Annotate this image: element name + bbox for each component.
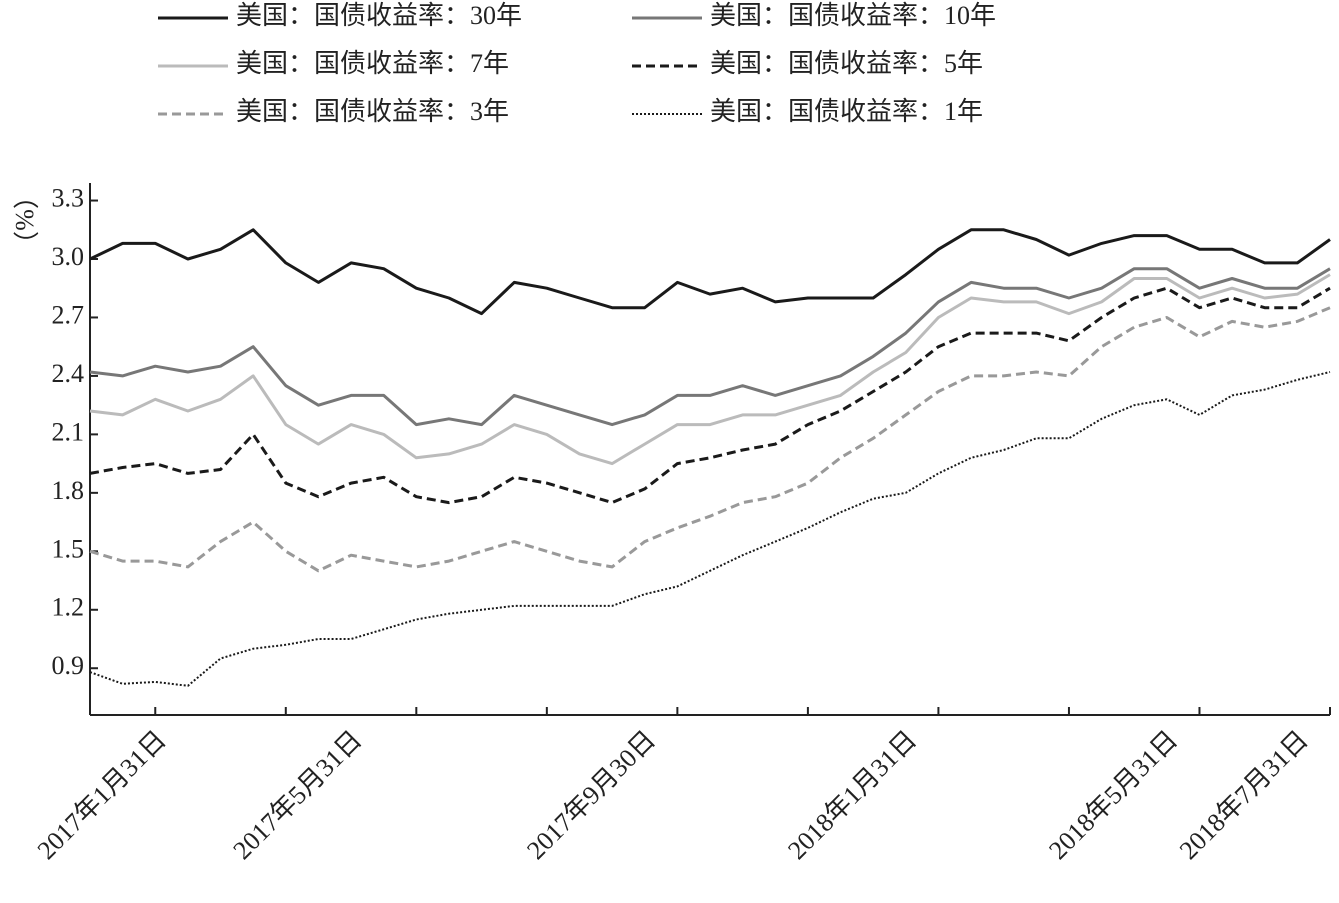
y-tick-label: 3.3 [52,184,85,213]
y-tick-label: 1.2 [52,593,85,622]
series-line [89,371,1331,687]
series-line [89,286,1331,505]
series-line [89,273,1331,466]
legend-label: 美国：国债收益率：5年 [710,49,983,78]
y-tick-label: 2.7 [52,300,85,329]
series-line [89,228,1331,316]
x-tick-label: 2017年9月30日 [521,725,661,865]
y-axis-label: （%） [10,183,39,257]
y-tick-label: 0.9 [52,651,85,680]
x-tick-label: 2018年5月31日 [1043,725,1183,865]
legend-label: 美国：国债收益率：7年 [236,49,509,78]
series-line [89,267,1331,427]
y-tick-label: 2.4 [52,359,85,388]
legend-label: 美国：国债收益率：3年 [236,97,509,126]
y-tick-label: 1.5 [52,534,85,563]
y-tick-label: 2.1 [52,417,85,446]
x-tick-label: 2017年5月31日 [227,725,367,865]
y-tick-label: 1.8 [52,476,85,505]
x-tick-label: 2017年1月31日 [32,725,172,865]
y-tick-label: 3.0 [52,242,85,271]
legend-label: 美国：国债收益率：10年 [710,1,996,30]
x-tick-label: 2018年7月31日 [1174,725,1314,865]
series-line [89,306,1331,573]
legend-label: 美国：国债收益率：1年 [710,97,983,126]
legend-label: 美国：国债收益率：30年 [236,1,522,30]
x-tick-label: 2018年1月31日 [782,725,922,865]
